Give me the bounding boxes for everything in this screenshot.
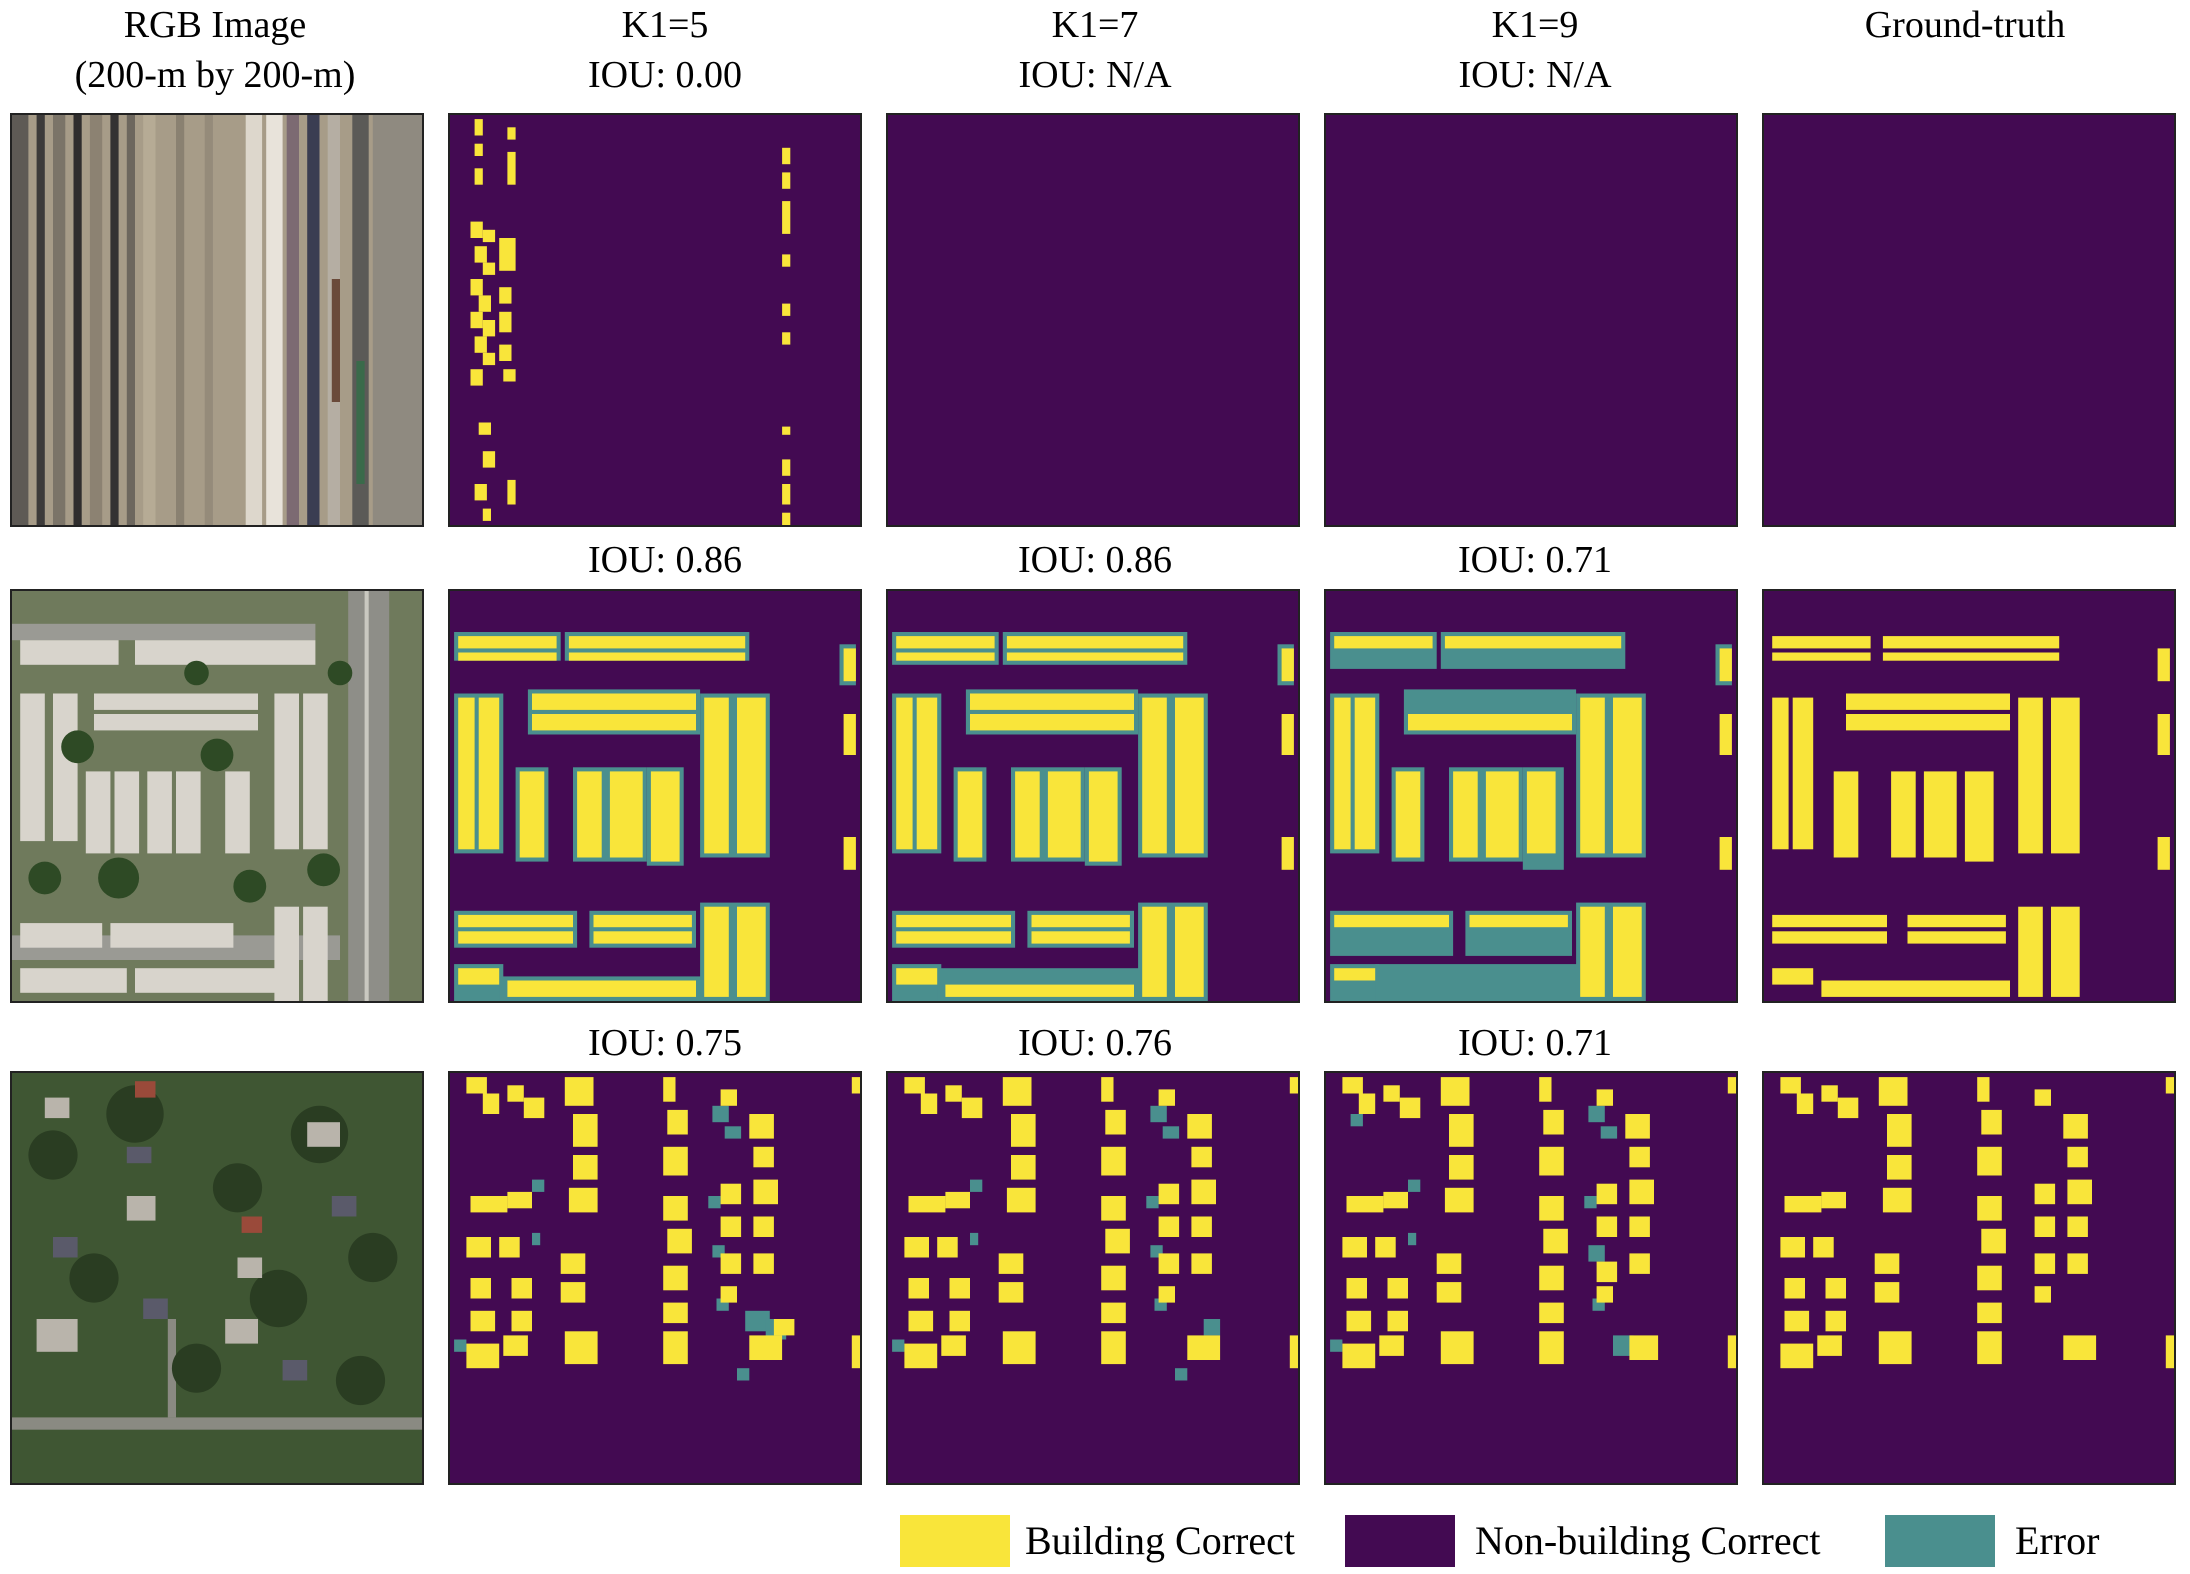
column-header-line2: (200-m by 200-m) [74,54,356,96]
iou-label: IOU: 0.86 [1017,539,1173,581]
prediction-k1-5-row2 [448,589,862,1003]
legend-swatch-building-correct [900,1515,1010,1567]
legend-label-non-building-correct: Non-building Correct [1475,1518,1821,1563]
column-header-ground-truth: Ground-truth [1755,0,2175,50]
prediction-k1-9-row1 [1324,113,1738,527]
prediction-k1-7-row2 [886,589,1300,1003]
legend-label-error: Error [2015,1518,2100,1563]
column-header-line1: K1=9 [1491,4,1579,46]
ground-truth-row1 [1762,113,2176,527]
rgb-image-apartments [10,589,424,1003]
prediction-k1-7-row3 [886,1071,1300,1485]
iou-label: IOU: 0.86 [587,539,743,581]
rgb-image-railyard [10,113,424,527]
column-header-rgb: RGB Image (200-m by 200-m) [5,0,425,100]
column-header-line2: IOU: N/A [1458,54,1612,96]
iou-label: IOU: 0.71 [1457,1022,1613,1064]
prediction-k1-5-row1 [448,113,862,527]
legend-swatch-error [1885,1515,1995,1567]
iou-label: IOU: 0.71 [1457,539,1613,581]
legend-label-building-correct: Building Correct [1025,1518,1295,1563]
iou-label: IOU: 0.75 [587,1022,743,1064]
column-header-line2: Ground-truth [1864,4,2066,46]
ground-truth-row2 [1762,589,2176,1003]
column-header-k1-9: K1=9 IOU: N/A [1325,0,1745,100]
rgb-image-residential [10,1071,424,1485]
iou-label: IOU: 0.76 [1017,1022,1173,1064]
column-header-k1-7: K1=7 IOU: N/A [885,0,1305,100]
column-header-line2: IOU: N/A [1018,54,1172,96]
column-header-line2: IOU: 0.00 [587,54,743,96]
column-header-line1: K1=5 [621,4,709,46]
column-header-k1-5: K1=5 IOU: 0.00 [455,0,875,100]
prediction-k1-5-row3 [448,1071,862,1485]
column-header-line1: RGB Image [123,4,307,46]
prediction-k1-9-row3 [1324,1071,1738,1485]
legend-swatch-non-building-correct [1345,1515,1455,1567]
prediction-k1-9-row2 [1324,589,1738,1003]
ground-truth-row3 [1762,1071,2176,1485]
prediction-k1-7-row1 [886,113,1300,527]
column-header-line1: K1=7 [1051,4,1139,46]
